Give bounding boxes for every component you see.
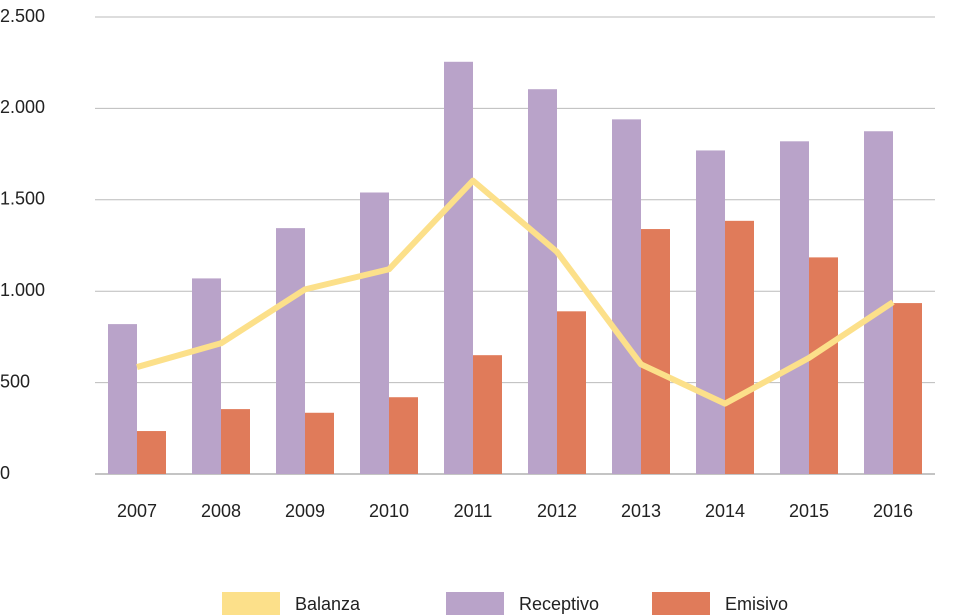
bar [528,89,557,475]
legend-label: Emisivo [725,594,788,614]
legend-swatch [652,592,710,615]
y-tick-label: 1.500 [0,189,45,209]
x-tick-label: 2012 [537,501,577,521]
bar [360,192,389,474]
y-tick-label: 2.000 [0,97,45,117]
y-tick-label: 2.500 [0,6,45,26]
bar [108,324,137,474]
y-tick-label: 500 [0,371,30,391]
bar [137,431,166,474]
bar [641,229,670,474]
bar [221,409,250,474]
bar [276,228,305,474]
x-tick-label: 2014 [705,501,745,521]
x-tick-label: 2008 [201,501,241,521]
bar [696,150,725,474]
x-tick-label: 2013 [621,501,661,521]
x-tick-label: 2015 [789,501,829,521]
legend-swatch [222,592,280,615]
x-tick-label: 2010 [369,501,409,521]
legend-label: Balanza [295,594,361,614]
bar [809,257,838,474]
x-tick-label: 2007 [117,501,157,521]
bar [389,397,418,474]
legend-swatch [446,592,504,615]
bar [444,61,473,474]
bar [557,311,586,474]
bar [473,355,502,474]
bar [192,278,221,474]
x-tick-label: 2011 [454,501,493,521]
bar [612,119,641,475]
bar [893,303,922,474]
y-tick-label: 0 [0,463,10,483]
x-tick-label: 2016 [873,501,913,521]
bar [725,220,754,474]
bar [305,412,334,474]
bar [780,141,809,474]
y-tick-label: 1.000 [0,280,45,300]
line [136,177,895,407]
legend-label: Receptivo [519,594,599,614]
x-tick-label: 2009 [285,501,325,521]
